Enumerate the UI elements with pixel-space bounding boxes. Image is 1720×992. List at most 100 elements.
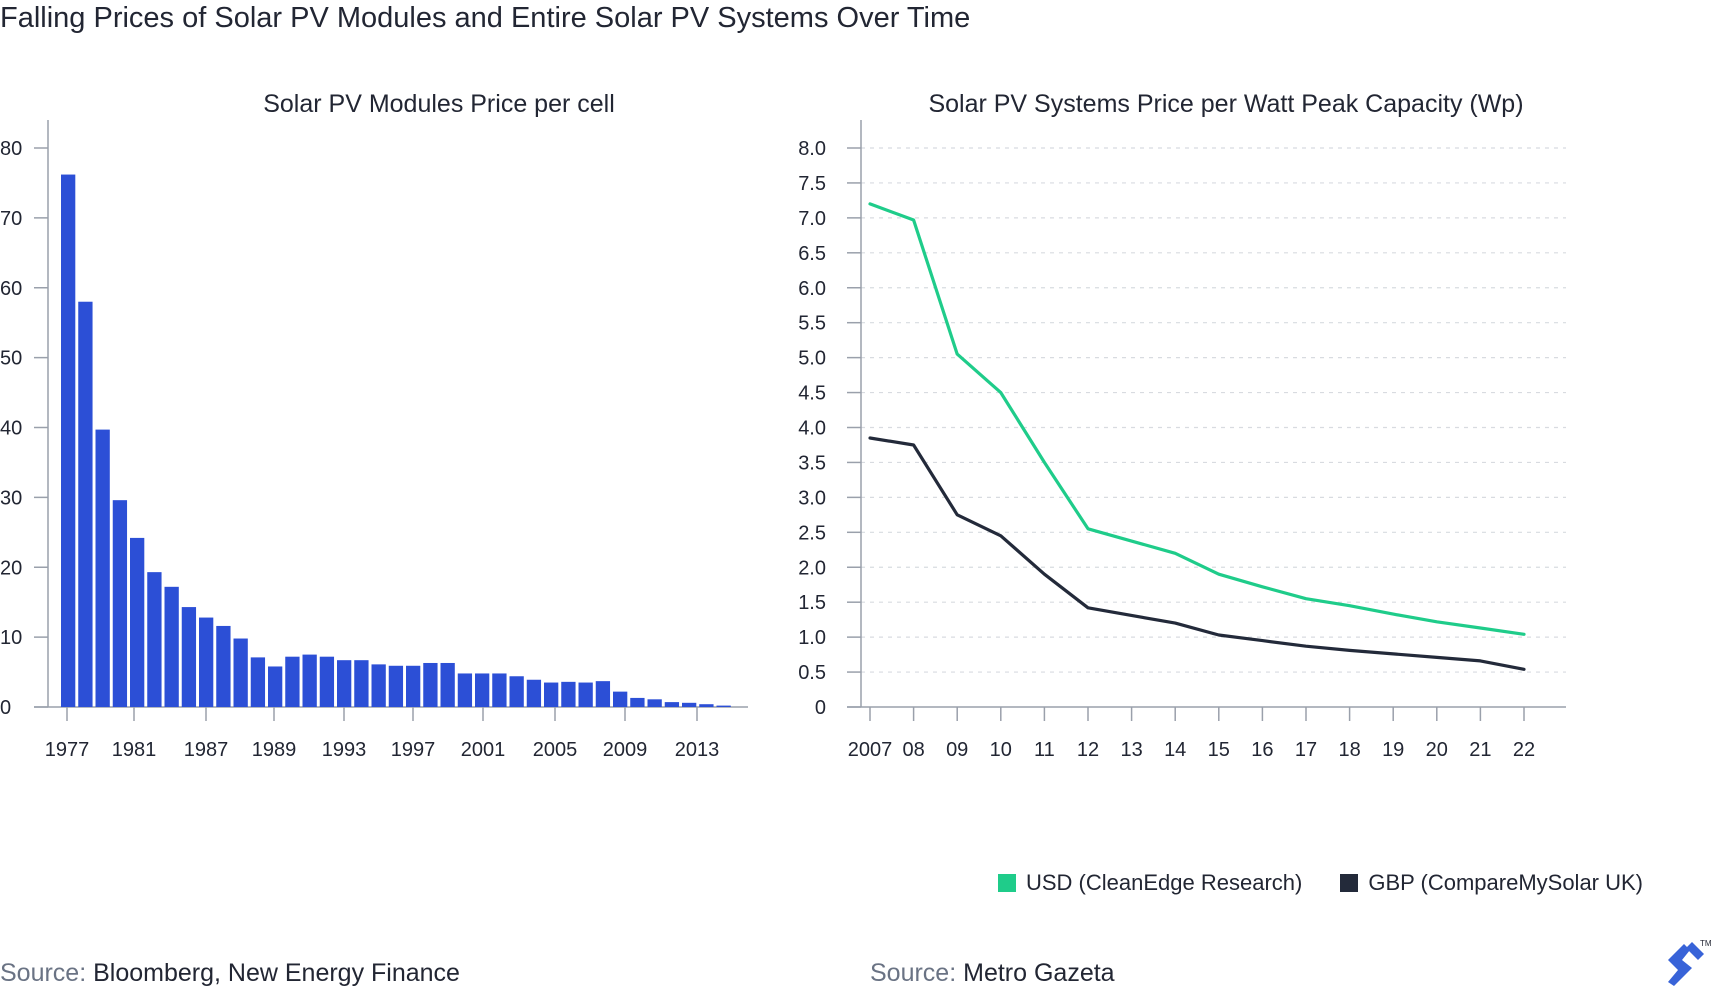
- line-y-tick-label: 0: [815, 697, 826, 719]
- bar: [268, 666, 283, 707]
- bar: [595, 681, 611, 707]
- legend-item-usd: USD (CleanEdge Research): [998, 870, 1302, 896]
- line-legend: USD (CleanEdge Research) GBP (CompareMyS…: [998, 870, 1643, 896]
- bar-y-tick-label: 70: [0, 208, 22, 230]
- bar: [216, 625, 231, 707]
- bar: [147, 572, 162, 707]
- bar: [509, 676, 524, 707]
- line-x-tick-label: 22: [1513, 739, 1535, 761]
- bar: [613, 691, 628, 707]
- line-chart-title: Solar PV Systems Price per Watt Peak Cap…: [928, 90, 1523, 118]
- line-x-tick-label: 14: [1164, 739, 1186, 761]
- legend-label-gbp: GBP (CompareMySolar UK): [1368, 870, 1644, 895]
- bar: [699, 704, 714, 707]
- bar: [61, 174, 76, 708]
- source-right: Source: Metro Gazeta: [870, 958, 1115, 988]
- bar: [78, 301, 93, 707]
- source-right-value: Metro Gazeta: [956, 959, 1115, 987]
- bar: [475, 673, 490, 707]
- bar: [423, 662, 438, 707]
- line-y-tick-label: 6.0: [798, 278, 826, 300]
- bar-y-tick-label: 0: [0, 697, 11, 719]
- line-x-tick-label: 10: [990, 739, 1012, 761]
- bar: [199, 617, 214, 707]
- line-y-tick-label: 7.0: [798, 208, 826, 230]
- line-x-tick-label: 11: [1034, 739, 1055, 761]
- line-y-tick-label: 7.5: [798, 173, 826, 195]
- bar: [181, 607, 197, 707]
- line-y-tick-label: 6.5: [798, 243, 826, 265]
- line-x-tick-label: 21: [1469, 739, 1491, 761]
- bar: [95, 429, 110, 707]
- bar-x-tick-label: 2009: [603, 739, 648, 761]
- bar: [319, 656, 335, 707]
- bar: [354, 660, 369, 707]
- bar-x-tick-label: 1981: [112, 739, 157, 761]
- line-y-tick-label: 3.5: [798, 452, 826, 474]
- usd-series-line: [868, 202, 1526, 636]
- line-x-tick-label: 13: [1120, 739, 1142, 761]
- line-series: [868, 202, 1526, 671]
- source-left-value: Bloomberg, New Energy Finance: [86, 959, 460, 987]
- legend-item-gbp: GBP (CompareMySolar UK): [1340, 870, 1643, 896]
- line-chart: Solar PV Systems Price per Watt Peak Cap…: [798, 90, 1566, 761]
- bar: [371, 664, 386, 707]
- source-right-label: Source:: [870, 959, 957, 987]
- source-left-label: Source:: [0, 959, 87, 987]
- line-x-tick-label: 2007: [848, 739, 893, 761]
- bar: [457, 673, 473, 707]
- line-y-tick-label: 1.0: [798, 627, 826, 649]
- svg-text:TM: TM: [1700, 939, 1712, 948]
- bar-y-tick-label: 30: [0, 487, 22, 509]
- line-x-tick-label: 08: [902, 739, 924, 761]
- line-x-tick-label: 18: [1338, 739, 1360, 761]
- bar: [716, 705, 731, 707]
- bar: [630, 697, 645, 707]
- legend-swatch-gbp: [1340, 874, 1359, 892]
- source-left: Source: Bloomberg, New Energy Finance: [0, 958, 460, 988]
- bar-x-tick-label: 1987: [184, 739, 229, 761]
- line-y-tick-label: 2.5: [798, 522, 826, 544]
- bar: [526, 679, 542, 707]
- bar-x-tick-label: 1977: [45, 739, 90, 761]
- line-x-tick-label: 15: [1208, 739, 1230, 761]
- line-y-tick-label: 5.0: [798, 348, 826, 370]
- bar: [578, 682, 593, 707]
- line-y-tick-label: 5.5: [798, 313, 826, 335]
- bar-x-tick-label: 1993: [322, 739, 367, 761]
- bar-y-tick-label: 10: [0, 627, 22, 649]
- line-x-tick-label: 12: [1077, 739, 1099, 761]
- page-title: Falling Prices of Solar PV Modules and E…: [0, 2, 971, 34]
- bar: [112, 500, 128, 707]
- bar: [233, 638, 248, 707]
- line-x-tick-label: 09: [946, 739, 968, 761]
- bar: [664, 702, 680, 707]
- legend-label-usd: USD (CleanEdge Research): [1026, 870, 1303, 895]
- bar-x-tick-label: 1997: [391, 739, 436, 761]
- bar-series: [61, 174, 731, 708]
- line-x-ticks: 2007 08 09 10 11 12 13 14 15 16 17 18 19 20 21 22: [848, 707, 1535, 761]
- bar: [337, 660, 352, 707]
- bar-chart-title: Solar PV Modules Price per cell: [263, 90, 615, 118]
- bar: [440, 662, 455, 707]
- line-y-tick-label: 8.0: [798, 138, 826, 160]
- line-y-tick-label: 0.5: [798, 662, 826, 684]
- bar: [285, 656, 300, 707]
- legend-swatch-usd: [998, 874, 1016, 892]
- bar-x-ticks: 1977 1981 1987 1989 1993 1997 2001 2005 2009 2013: [45, 707, 719, 761]
- bar-y-tick-label: 50: [0, 348, 22, 370]
- line-y-ticks: 0 0.5 1.0 1.5 2.0 2.5 3.0 3.5 4.0 4.5 5.0 5.5 6.0 6.5…: [798, 138, 861, 719]
- bar: [406, 665, 421, 707]
- line-y-tick-label: 1.5: [798, 592, 826, 614]
- line-y-tick-label: 2.0: [798, 557, 826, 579]
- line-x-tick-label: 17: [1295, 739, 1317, 761]
- bar-x-tick-label: 2001: [461, 739, 506, 761]
- bar-x-tick-label: 2005: [533, 739, 578, 761]
- bar-x-tick-label: 1989: [252, 739, 297, 761]
- bar: [647, 699, 662, 707]
- bar: [250, 657, 266, 707]
- line-x-tick-label: 16: [1251, 739, 1273, 761]
- bar-chart: Solar PV Modules Price per cell 0 10 20 30 4…: [0, 90, 748, 761]
- bar-y-ticks: 0 10 20 30 40 50 60 70 80: [0, 138, 48, 719]
- bar: [164, 586, 179, 707]
